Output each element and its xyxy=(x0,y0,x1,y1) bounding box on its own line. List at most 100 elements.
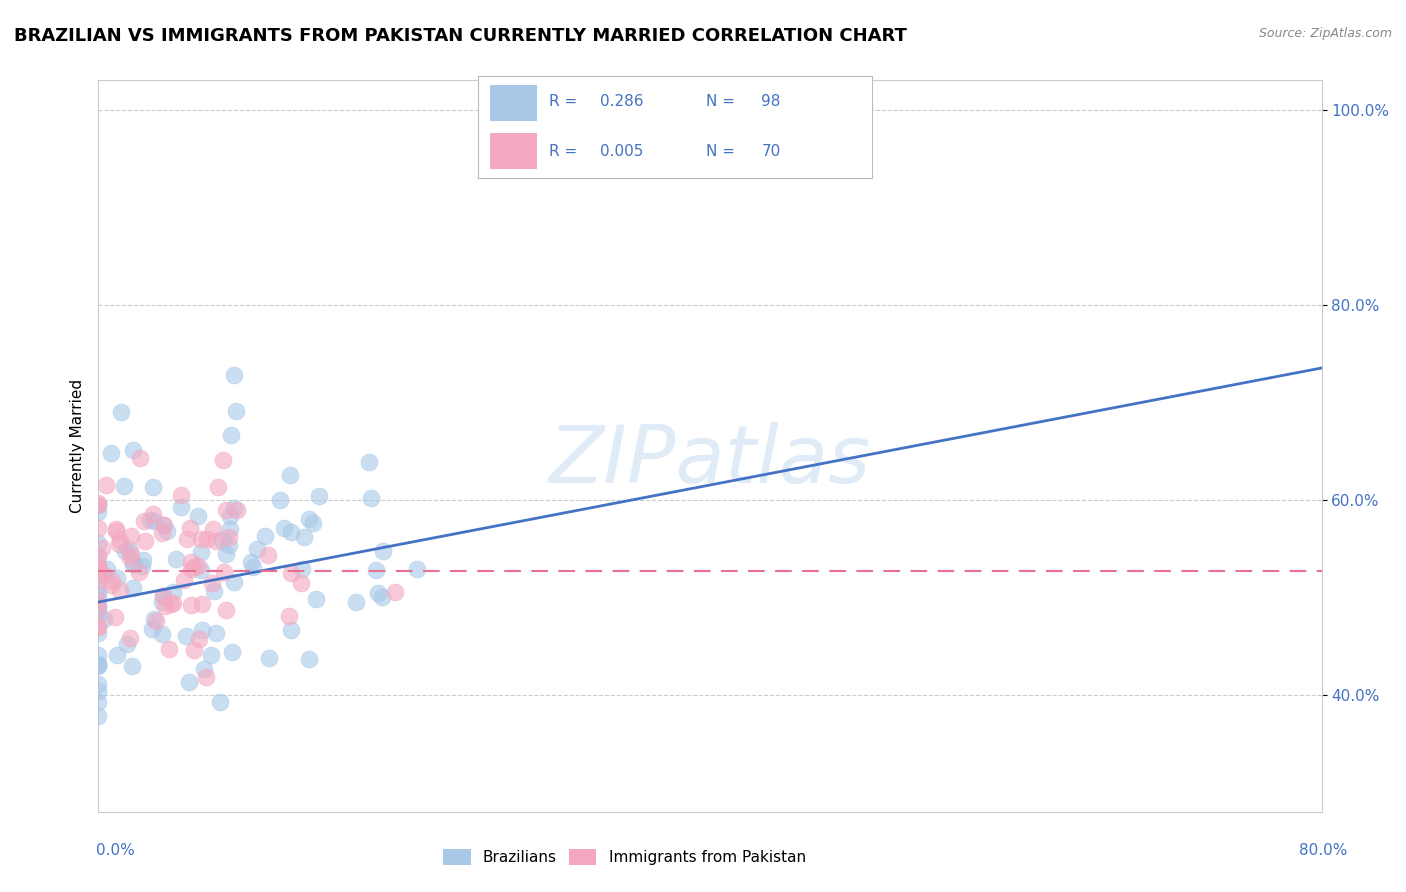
Point xyxy=(150,595,173,609)
Point xyxy=(224,575,246,590)
Point xyxy=(200,648,222,663)
Point xyxy=(105,571,128,585)
Point xyxy=(87,521,110,535)
Point xyxy=(180,598,202,612)
Point xyxy=(150,627,173,641)
Point xyxy=(87,563,110,577)
Point xyxy=(193,662,215,676)
Point xyxy=(118,550,141,565)
Point xyxy=(273,521,295,535)
Point xyxy=(187,559,209,574)
Point xyxy=(87,559,110,574)
Point xyxy=(204,533,226,548)
Text: 0.286: 0.286 xyxy=(600,95,644,110)
Point xyxy=(290,576,312,591)
Point xyxy=(170,500,193,514)
Point xyxy=(87,598,110,612)
Point xyxy=(131,559,153,574)
Point xyxy=(359,455,381,469)
Point xyxy=(152,517,174,532)
Point xyxy=(108,536,131,550)
Point xyxy=(150,525,173,540)
Point xyxy=(222,368,245,382)
FancyBboxPatch shape xyxy=(489,133,537,169)
Point xyxy=(87,574,110,588)
Point xyxy=(122,558,145,572)
Point xyxy=(201,576,224,591)
Point xyxy=(108,582,131,597)
Point xyxy=(122,558,145,572)
Point xyxy=(87,587,110,601)
Point xyxy=(180,555,202,569)
Point xyxy=(118,631,141,645)
Point xyxy=(211,453,233,467)
Point xyxy=(190,532,212,546)
Point xyxy=(120,547,142,561)
Point xyxy=(114,543,136,558)
Point xyxy=(226,503,249,517)
Point xyxy=(87,549,110,564)
Point xyxy=(174,629,197,643)
Point xyxy=(87,620,110,634)
Y-axis label: Currently Married: Currently Married xyxy=(69,379,84,513)
Point xyxy=(160,598,183,612)
Point xyxy=(253,529,276,543)
Point xyxy=(87,677,110,691)
Point xyxy=(100,446,122,460)
Point xyxy=(87,535,110,549)
Point xyxy=(134,534,156,549)
Point xyxy=(280,623,302,637)
Point xyxy=(201,522,224,536)
Point xyxy=(242,560,264,574)
Point xyxy=(170,488,193,502)
Point xyxy=(202,584,225,599)
Point xyxy=(219,508,242,523)
Point xyxy=(173,573,195,587)
Point xyxy=(87,549,110,563)
Point xyxy=(208,695,231,709)
Point xyxy=(105,524,128,538)
Point xyxy=(134,514,156,528)
Point xyxy=(269,493,291,508)
Point xyxy=(115,637,138,651)
Point xyxy=(156,524,179,538)
Point xyxy=(384,585,406,599)
Point xyxy=(190,563,212,577)
Point xyxy=(132,553,155,567)
Point xyxy=(110,405,132,419)
Point xyxy=(188,632,211,646)
Point xyxy=(183,642,205,657)
Point xyxy=(245,542,267,557)
Point xyxy=(152,589,174,603)
Point xyxy=(215,602,238,616)
Point xyxy=(239,555,262,569)
Point xyxy=(218,538,240,552)
Point xyxy=(142,507,165,521)
Point xyxy=(298,512,321,526)
Point xyxy=(225,404,247,418)
Text: 0.005: 0.005 xyxy=(600,144,644,159)
Point xyxy=(152,517,174,532)
Point xyxy=(195,532,218,546)
Point xyxy=(308,489,330,503)
Point xyxy=(256,548,278,562)
Point xyxy=(104,610,127,624)
Point xyxy=(87,583,110,598)
Text: 0.0%: 0.0% xyxy=(96,843,135,857)
Point xyxy=(176,532,198,546)
Point xyxy=(87,607,110,622)
Point xyxy=(87,498,110,512)
Point xyxy=(292,530,315,544)
Point xyxy=(291,562,314,576)
Point xyxy=(104,522,127,536)
Point xyxy=(195,670,218,684)
Point xyxy=(211,533,233,548)
Text: R =: R = xyxy=(548,95,582,110)
Point xyxy=(405,562,427,576)
Point xyxy=(190,597,212,611)
Text: 80.0%: 80.0% xyxy=(1299,843,1347,857)
Point xyxy=(212,565,235,579)
Text: R =: R = xyxy=(548,144,582,159)
Point xyxy=(128,565,150,579)
Point xyxy=(298,651,321,665)
